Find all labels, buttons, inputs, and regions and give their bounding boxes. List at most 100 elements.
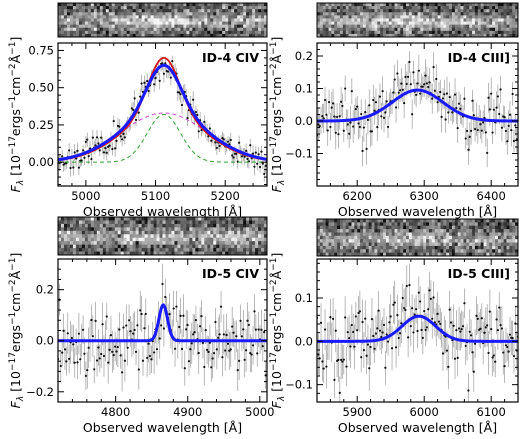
image-pixel [105, 12, 110, 16]
image-pixel [90, 3, 95, 7]
image-pixel [135, 217, 140, 221]
image-pixel [102, 237, 107, 242]
image-pixel [406, 9, 410, 13]
image-pixel [258, 223, 262, 228]
image-pixel [93, 12, 98, 16]
image-pixel [500, 15, 505, 19]
data-point [440, 115, 443, 118]
image-pixel [219, 24, 223, 29]
image-pixel [129, 18, 134, 22]
image-pixel [213, 241, 217, 246]
image-pixel [483, 12, 487, 16]
image-pixel [512, 33, 516, 38]
data-point [369, 345, 372, 349]
data-point [472, 370, 475, 373]
image-pixel [63, 244, 68, 249]
data-point [500, 327, 504, 330]
image-pixel [362, 30, 367, 35]
image-pixel [159, 24, 163, 29]
image-pixel [328, 249, 332, 254]
data-point [400, 82, 403, 85]
image-pixel [84, 217, 89, 221]
image-pixel [195, 12, 199, 16]
data-point [348, 337, 351, 340]
image-pixel [162, 241, 166, 246]
image-pixel [126, 27, 131, 32]
image-pixel [451, 232, 456, 237]
data-point [487, 96, 490, 99]
image-pixel [428, 239, 433, 243]
image-pixel [457, 6, 461, 10]
image-pixel [446, 15, 450, 19]
image-pixel [337, 6, 341, 10]
image-pixel [189, 30, 193, 35]
image-pixel [102, 244, 107, 249]
image-pixel [334, 225, 338, 230]
image-pixel [377, 245, 381, 250]
image-pixel [371, 6, 375, 10]
image-pixel [117, 248, 122, 252]
image-pixel [84, 230, 89, 235]
data-point [102, 151, 106, 154]
image-pixel [210, 30, 214, 35]
image-pixel [108, 18, 113, 22]
image-pixel [515, 9, 519, 13]
image-pixel [463, 12, 467, 16]
image-pixel [228, 244, 232, 249]
image-pixel [58, 220, 62, 225]
image-pixel [237, 248, 241, 252]
data-point [200, 128, 203, 132]
image-pixel [261, 244, 265, 249]
image-pixel [454, 235, 459, 240]
image-pixel [252, 234, 256, 239]
image-pixel [388, 232, 393, 237]
image-pixel [362, 222, 367, 227]
data-point [84, 140, 87, 143]
image-pixel [192, 30, 196, 35]
image-pixel [414, 18, 418, 22]
image-pixel [351, 232, 355, 237]
image-pixel [102, 18, 107, 22]
image-pixel [426, 252, 430, 257]
image-pixel [411, 229, 416, 233]
image-pixel [446, 6, 450, 10]
image-pixel [213, 15, 217, 19]
image-pixel [428, 9, 433, 13]
y-axis-label-part: [10 [269, 155, 284, 180]
image-pixel [411, 21, 416, 26]
data-point [215, 146, 218, 150]
image-pixel [171, 3, 175, 7]
image-pixel [457, 33, 461, 38]
image-pixel [84, 227, 89, 232]
image-pixel [391, 235, 395, 240]
image-pixel [171, 248, 175, 252]
data-point [337, 358, 340, 361]
data-point [384, 111, 387, 114]
image-pixel [403, 252, 407, 257]
data-point [498, 112, 501, 116]
image-pixel [339, 18, 344, 22]
image-pixel [177, 6, 181, 10]
image-pixel [357, 15, 361, 19]
data-point [94, 144, 97, 147]
image-pixel [449, 219, 453, 223]
image-pixel [351, 222, 355, 227]
image-pixel [78, 3, 83, 7]
image-pixel [515, 245, 519, 250]
image-pixel [383, 21, 387, 26]
data-point [263, 331, 266, 334]
image-pixel [58, 230, 62, 235]
image-pixel [58, 33, 62, 38]
image-pixel [360, 235, 364, 240]
image-pixel [360, 9, 364, 13]
image-pixel [383, 242, 387, 247]
data-point [408, 60, 411, 64]
image-pixel [255, 234, 259, 239]
image-pixel [168, 21, 172, 26]
data-point [115, 350, 118, 353]
image-pixel [480, 9, 484, 13]
image-pixel [78, 251, 83, 256]
image-pixel [414, 3, 418, 7]
image-pixel [246, 237, 250, 242]
image-pixel [192, 248, 196, 252]
